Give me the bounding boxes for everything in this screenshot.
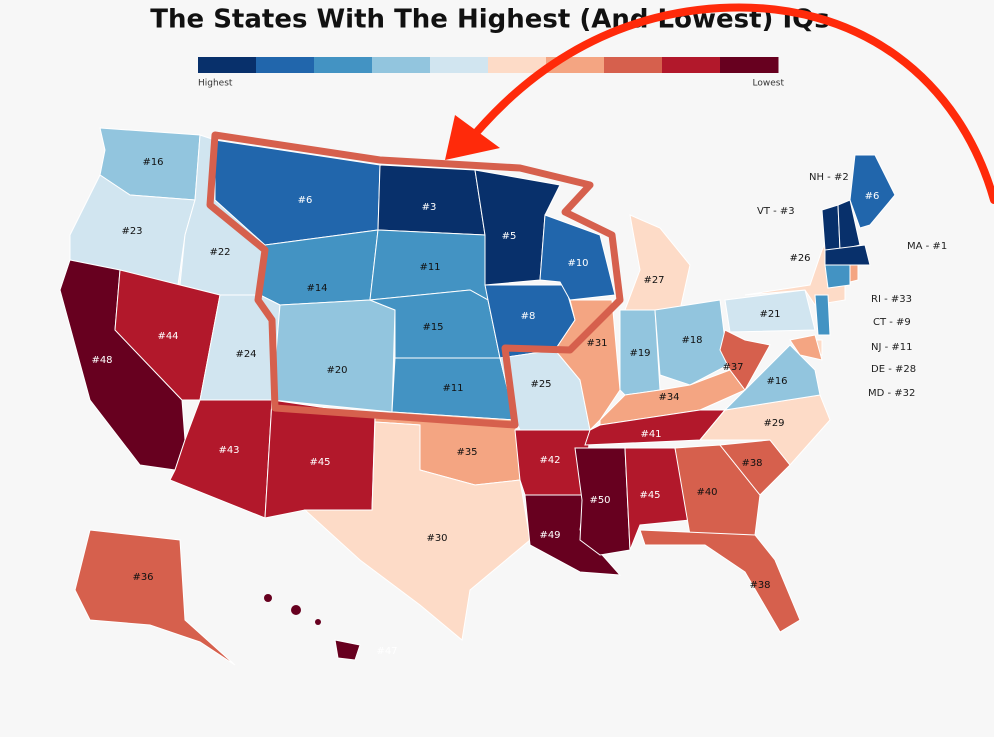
island [264, 594, 272, 602]
state [719, 329, 771, 391]
island [315, 619, 321, 625]
state-label: #44 [157, 331, 178, 342]
state-label: #36 [132, 572, 153, 583]
state [624, 447, 691, 551]
legend-swatch [488, 57, 547, 73]
state [723, 344, 821, 411]
state [837, 199, 861, 251]
state-label: #18 [681, 335, 702, 346]
legend-swatch [662, 57, 721, 73]
legend-start-label: Highest [198, 79, 233, 89]
state-label: CT - #9 [873, 317, 911, 328]
state-label: #47 [376, 646, 397, 657]
legend-swatch [604, 57, 663, 73]
state [639, 529, 801, 633]
state [849, 154, 896, 229]
legend-swatch [256, 57, 315, 73]
state-label: MD - #32 [868, 388, 915, 399]
state-label: DE - #28 [871, 364, 916, 375]
state-label: #16 [142, 157, 163, 168]
state-label: MA - #1 [907, 241, 947, 252]
state-label: RI - #33 [871, 294, 912, 305]
state-label: #34 [658, 392, 679, 403]
state-label: #29 [763, 418, 784, 429]
state-label: #30 [426, 533, 447, 544]
state [377, 164, 486, 236]
state-label: #15 [422, 322, 443, 333]
state-label: #21 [759, 309, 780, 320]
state-label: #48 [91, 355, 112, 366]
state [824, 264, 851, 289]
state-label: #20 [326, 365, 347, 376]
state-label: #49 [539, 530, 560, 541]
state-label: VT - #3 [757, 206, 795, 217]
state-label: #45 [639, 490, 660, 501]
labels: #16 #23 #48 #22 #44 #6 #14 #24 #43 #20 #45 #3 #11 #15… [91, 157, 947, 657]
state-label: #38 [741, 458, 762, 469]
state-label: #10 [567, 258, 588, 269]
state-label: #45 [309, 457, 330, 468]
state-label: #24 [235, 349, 256, 360]
states [59, 127, 896, 666]
legend-end-label: Lowest [753, 79, 785, 89]
state [821, 204, 841, 251]
legend-swatch [720, 57, 779, 73]
state [74, 529, 236, 666]
state-label: #50 [589, 495, 610, 506]
state [849, 264, 859, 283]
state [724, 289, 816, 333]
state-label: #25 [530, 379, 551, 390]
state-label: NH - #2 [809, 172, 849, 183]
state-label: #41 [640, 429, 661, 440]
state-label: #40 [696, 487, 717, 498]
state [814, 294, 831, 336]
state-label: #16 [766, 376, 787, 387]
state-label: #14 [306, 283, 327, 294]
legend-swatch [198, 57, 257, 73]
state-label: #26 [789, 253, 810, 264]
state-label: #5 [502, 231, 517, 242]
state-label: #11 [442, 383, 463, 394]
state-label: #22 [209, 247, 230, 258]
legend [198, 57, 779, 73]
state-label: #23 [121, 226, 142, 237]
state [334, 639, 361, 661]
state [789, 334, 823, 361]
state-label: #35 [456, 447, 477, 458]
state [303, 421, 531, 641]
island [291, 605, 301, 615]
state-label: #8 [521, 311, 536, 322]
state-label: #6 [865, 191, 880, 202]
state [824, 244, 871, 266]
state [271, 299, 396, 413]
state-label: #6 [298, 195, 313, 206]
state-label: #27 [643, 275, 664, 286]
legend-swatch [314, 57, 373, 73]
state-label: #37 [722, 362, 743, 373]
state-label: NJ - #11 [871, 342, 913, 353]
state-label: #19 [629, 348, 650, 359]
state [674, 444, 761, 536]
highlight-outline [206, 131, 624, 429]
legend-swatch [372, 57, 431, 73]
callout-arrow [466, 3, 994, 204]
state [654, 299, 729, 386]
state-label: #42 [539, 455, 560, 466]
arrow-head [445, 115, 500, 160]
state-label: #3 [422, 202, 437, 213]
state-label: #31 [586, 338, 607, 349]
state-label: #11 [419, 262, 440, 273]
state-label: #38 [749, 580, 770, 591]
state-label: #43 [218, 445, 239, 456]
legend-swatch [430, 57, 489, 73]
